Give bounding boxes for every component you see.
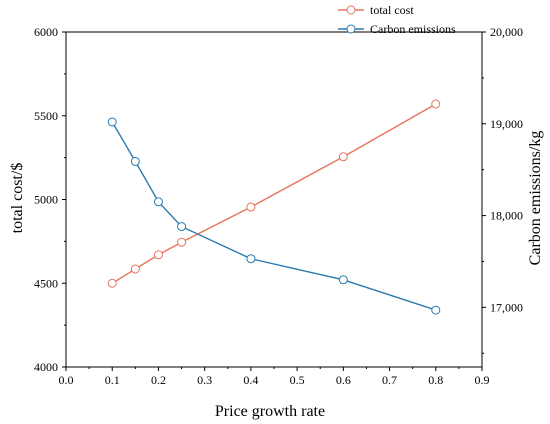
data-point (130, 156, 140, 166)
legend-label: Carbon emissions (370, 22, 456, 36)
legend: total cost Carbon emissions (338, 3, 456, 36)
right-y-axis-title: Carbon emissions/kg (527, 131, 544, 266)
x-tick-label: 0.3 (197, 373, 212, 387)
data-point (153, 250, 163, 260)
left-y-tick-label: 4000 (34, 360, 58, 374)
data-point (130, 264, 140, 274)
data-point (153, 197, 163, 207)
x-tick-label: 0.9 (475, 373, 490, 387)
legend-swatch-marker (346, 24, 356, 34)
x-tick-label: 0.2 (151, 373, 166, 387)
series-total-cost (107, 99, 441, 288)
data-point (338, 152, 348, 162)
x-tick-label: 0.8 (428, 373, 443, 387)
data-point (431, 305, 441, 315)
data-point (431, 99, 441, 109)
x-tick-label: 0.6 (336, 373, 351, 387)
data-point (177, 237, 187, 247)
left-y-tick-label: 5000 (34, 193, 58, 207)
series-line (111, 121, 436, 311)
data-point (107, 117, 117, 127)
x-tick-label: 0.0 (59, 373, 74, 387)
data-point (107, 278, 117, 288)
left-y-axis-title: total cost/$ (9, 163, 26, 234)
right-y-tick-label: 17,000 (490, 300, 523, 314)
right-y-tick-label: 20,000 (490, 25, 523, 39)
left-y-tick-label: 5500 (34, 109, 58, 123)
series-carbon-emissions (107, 117, 441, 315)
x-tick-label: 0.5 (290, 373, 305, 387)
data-point (177, 222, 187, 232)
data-point (338, 275, 348, 285)
x-tick-label: 0.4 (243, 373, 258, 387)
series-layer (107, 99, 441, 315)
legend-swatch-marker (346, 5, 356, 15)
left-y-tick-label: 4500 (34, 276, 58, 290)
x-axis-title: Price growth rate (215, 403, 325, 420)
axes: 0.0 0.1 0.2 0.3 0.4 0.5 0.6 0.7 0.8 0.9 4000 4500 50… (34, 25, 523, 387)
left-y-tick-label: 6000 (34, 25, 58, 39)
data-point (246, 254, 256, 264)
legend-label: total cost (370, 3, 414, 17)
x-tick-label: 0.7 (382, 373, 397, 387)
right-y-tick-label: 19,000 (490, 117, 523, 131)
x-tick-label: 0.1 (105, 373, 120, 387)
right-y-tick-label: 18,000 (490, 209, 523, 223)
data-point (246, 202, 256, 212)
